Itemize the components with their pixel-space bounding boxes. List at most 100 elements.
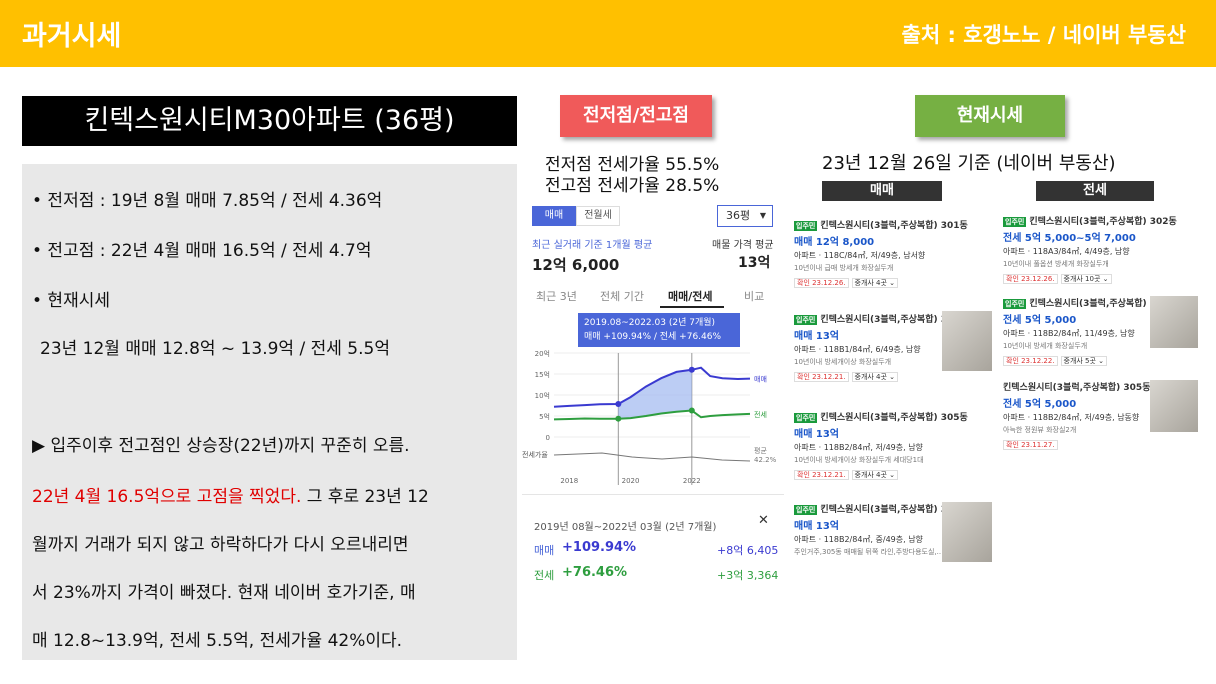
listing-card[interactable]: 킨텍스원시티(3블럭,주상복합) 305동 전세 5억 5,000 아파트 · 11… — [1003, 380, 1203, 450]
summary-note-3: 월까지 거래가 되지 않고 하락하다가 다시 오르내리면 — [32, 535, 409, 555]
x-tick-label: 2020 — [622, 477, 640, 485]
legend-rate: 평균 — [754, 446, 767, 455]
listing-title-row: 입주민 킨텍스원시티(3블럭,주상복합) 302동 — [1003, 214, 1203, 227]
rate-value: 42.2% — [754, 456, 777, 464]
result-sale-amt: +8억 6,405 — [717, 544, 779, 557]
listing-title: 킨텍스원시티(3블럭,주상복합) 301동 — [820, 315, 968, 325]
listing-title-row: 입주민 킨텍스원시티(3블럭,주상복합) 305동 — [1003, 296, 1203, 309]
apartment-name: 킨텍스원시티M30아파트 (36평) — [22, 96, 517, 146]
subtab-3y[interactable]: 최근 3년 — [536, 290, 577, 303]
listing-spec: 아파트 · 118B2/84㎡, 중/49층, 남향 — [794, 535, 923, 544]
result-sale-label: 매매 — [534, 544, 555, 557]
tooltip-line-1: 2019.08~2022.03 (2년 7개월) — [584, 318, 716, 328]
size-select[interactable]: 36평 ▼ — [717, 205, 773, 227]
listing-title-row: 킨텍스원시티(3블럭,주상복합) 305동 — [1003, 380, 1203, 393]
listing-date: 확인 23.12.26. — [1003, 274, 1058, 284]
size-value: 36평 — [726, 209, 751, 222]
listing-tags: 10년이내 급매 방세개 화장실두개 — [794, 264, 894, 272]
listing-title: 킨텍스원시티(3블럭,주상복합) 305동 — [820, 413, 968, 423]
listing-spec: 아파트 · 118C/84㎡, 저/49층, 남서향 — [794, 251, 926, 260]
agent-count[interactable]: 중개사 4곳 ⌄ — [851, 278, 899, 288]
listing-spec: 아파트 · 118B2/84㎡, 11/49층, 남향 — [1003, 329, 1135, 338]
rate-high: 전고점 전세가율 28.5% — [545, 176, 720, 196]
listing-card[interactable]: 입주민 킨텍스원시티(3블럭,주상복합) 301동 매매 13억 아파트 · 118B… — [794, 312, 994, 382]
data-point — [688, 366, 695, 373]
listing-photo[interactable] — [1150, 380, 1198, 432]
listing-date: 확인 23.11.27. — [1003, 440, 1058, 450]
result-jeonse-pct: +76.46% — [562, 565, 628, 580]
listing-price: 전세 5억 5,000~5억 7,000 — [1003, 233, 1136, 244]
listing-photo[interactable] — [1150, 296, 1198, 348]
subtab-underline — [660, 306, 724, 308]
summary-low: • 전저점 : 19년 8월 매매 7.85억 / 전세 4.36억 — [32, 191, 383, 211]
listing-photo[interactable] — [942, 502, 992, 562]
listing-tags: 아늑한 정원뷰 화장실2개 — [1003, 426, 1077, 434]
result-jeonse-label: 전세 — [534, 569, 555, 582]
tab-sale[interactable]: 매매 — [532, 206, 576, 226]
summary-current: 23년 12월 매매 12.8억 ~ 13.9억 / 전세 5.5억 — [40, 339, 390, 359]
current-price-label: 현재시세 — [915, 95, 1065, 137]
price-chart-panel: 매매 전월세 36평 ▼ 최근 실거래 기준 1개월 평균 12억 6,000 매… — [522, 200, 784, 600]
rate-low: 전저점 전세가율 55.5% — [545, 155, 720, 175]
tooltip-line-2: 매매 +109.94% / 전세 +76.46% — [584, 332, 722, 342]
listing-title: 킨텍스원시티(3블럭,주상복합) 305동 — [1029, 299, 1177, 309]
subtab-all[interactable]: 전체 기간 — [600, 290, 644, 303]
highlight-area — [618, 369, 692, 419]
subtab-compare[interactable]: 비교 — [744, 290, 765, 303]
tab-jeonse[interactable]: 전월세 — [576, 206, 620, 226]
listing-price: 전세 5억 5,000 — [1003, 315, 1077, 326]
listing-card[interactable]: 입주민 킨텍스원시티(3블럭,주상복합) 305동 매매 13억 아파트 · 118B… — [794, 410, 994, 480]
result-sale-pct: +109.94% — [562, 540, 637, 555]
listing-photo[interactable] — [942, 311, 992, 371]
sale-column-label: 매매 — [822, 181, 942, 201]
summary-note-2-text: 그 후로 23년 12 — [301, 487, 429, 507]
legend-sale: 매매 — [754, 376, 767, 384]
listing-date: 확인 23.12.21. — [794, 372, 849, 382]
summary-note-5: 매 12.8~13.9억, 전세 5.5억, 전세가율 42%이다. — [32, 631, 403, 651]
resident-badge: 입주민 — [794, 413, 818, 423]
chevron-down-icon: ▼ — [759, 211, 766, 220]
jeonse-series-line — [553, 409, 751, 421]
summary-note-1: ▶ 입주이후 전고점인 상승장(22년)까지 꾸준히 오름. — [32, 436, 410, 456]
source-text: 출처 : 호갱노노 / 네이버 부동산 — [901, 23, 1186, 47]
y-tick-label: 5억 — [539, 413, 550, 421]
listing-meta: 확인 23.12.21. 중개사 4곳 ⌄ — [794, 372, 994, 382]
listing-tags: 10년이내 방세개이상 화장실두개 세대당1대 — [794, 456, 924, 464]
agent-count[interactable]: 중개사 10곳 ⌄ — [1060, 274, 1112, 284]
divider — [522, 494, 784, 495]
listing-title-row: 입주민 킨텍스원시티(3블럭,주상복합) 301동 — [794, 218, 994, 231]
data-point — [615, 401, 622, 408]
listing-date: 확인 23.12.26. — [794, 278, 849, 288]
legend-jeonse: 전세 — [754, 410, 767, 419]
avg-value: 12억 6,000 — [532, 256, 620, 274]
listing-card[interactable]: 입주민 킨텍스원시티(3블럭,주상복합) 305동 매매 13억 아파트 · 118B… — [794, 502, 994, 557]
header-bar: 과거시세 출처 : 호갱노노 / 네이버 부동산 — [0, 0, 1216, 67]
listing-price: 매매 13억 — [794, 429, 839, 440]
agent-count[interactable]: 중개사 4곳 ⌄ — [851, 372, 899, 382]
low-high-label: 전저점/전고점 — [560, 95, 712, 137]
listing-tags: 주인거주,305동 매매될 뒤쪽 라인,주방다용도실,.. — [794, 548, 942, 556]
listing-meta: 확인 23.12.26. 중개사 10곳 ⌄ — [1003, 274, 1203, 284]
close-icon[interactable]: ✕ — [758, 513, 769, 528]
listing-title: 킨텍스원시티(3블럭,주상복합) 305동 — [1003, 383, 1151, 393]
summary-note-4: 서 23%까지 가격이 빠졌다. 현재 네이버 호가기준, 매 — [32, 583, 416, 603]
listing-meta: 확인 23.11.27. — [1003, 440, 1203, 450]
resident-badge: 입주민 — [794, 221, 818, 231]
x-tick-label: 2022 — [683, 477, 701, 485]
subtab-sale-jeonse[interactable]: 매매/전세 — [668, 290, 713, 303]
sale-series-line — [553, 366, 751, 408]
resident-badge: 입주민 — [1003, 217, 1027, 227]
agent-count[interactable]: 중개사 5곳 ⌄ — [1060, 356, 1108, 366]
listing-meta: 확인 23.12.21. 중개사 4곳 ⌄ — [794, 470, 994, 480]
x-tick-label: 2018 — [560, 477, 578, 485]
agent-count[interactable]: 중개사 4곳 ⌄ — [851, 470, 899, 480]
listing-title: 킨텍스원시티(3블럭,주상복합) 305동 — [820, 505, 968, 515]
ask-value: 13억 — [738, 255, 771, 271]
listing-price: 매매 12억 8,000 — [794, 237, 875, 248]
resident-badge: 입주민 — [794, 505, 818, 515]
listing-title: 킨텍스원시티(3블럭,주상복합) 302동 — [1029, 217, 1177, 227]
